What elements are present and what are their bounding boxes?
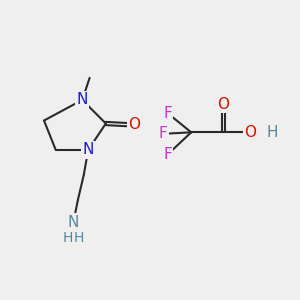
Text: N: N	[76, 92, 88, 107]
Text: H: H	[266, 125, 278, 140]
Text: F: F	[159, 126, 168, 141]
Text: F: F	[163, 147, 172, 162]
Text: H: H	[74, 231, 84, 245]
Text: O: O	[218, 97, 230, 112]
Text: N: N	[82, 142, 94, 158]
Text: N: N	[68, 214, 79, 230]
Text: O: O	[128, 118, 140, 133]
Text: O: O	[244, 125, 256, 140]
Text: H: H	[63, 231, 73, 245]
Text: F: F	[163, 106, 172, 121]
